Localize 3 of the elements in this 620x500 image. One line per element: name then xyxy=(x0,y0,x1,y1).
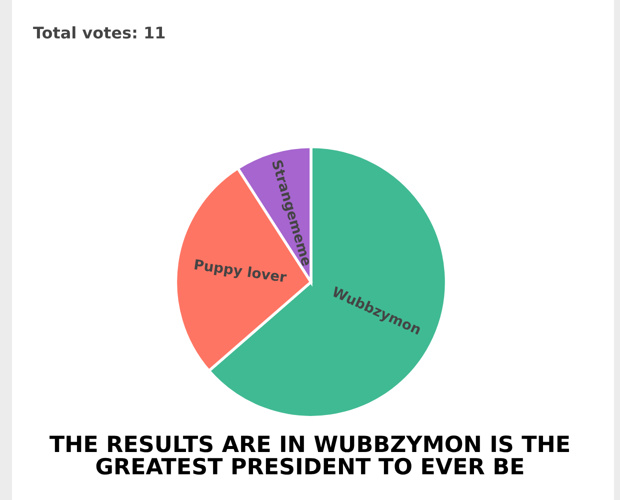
slice-label: Puppy lover xyxy=(194,258,288,286)
chart-title: Total votes: 11 xyxy=(33,26,165,39)
text: THE RESULTS ARE IN WUBBZYMON IS THE GREATEST PRESIDENT TO EVER BE xyxy=(50,435,569,475)
